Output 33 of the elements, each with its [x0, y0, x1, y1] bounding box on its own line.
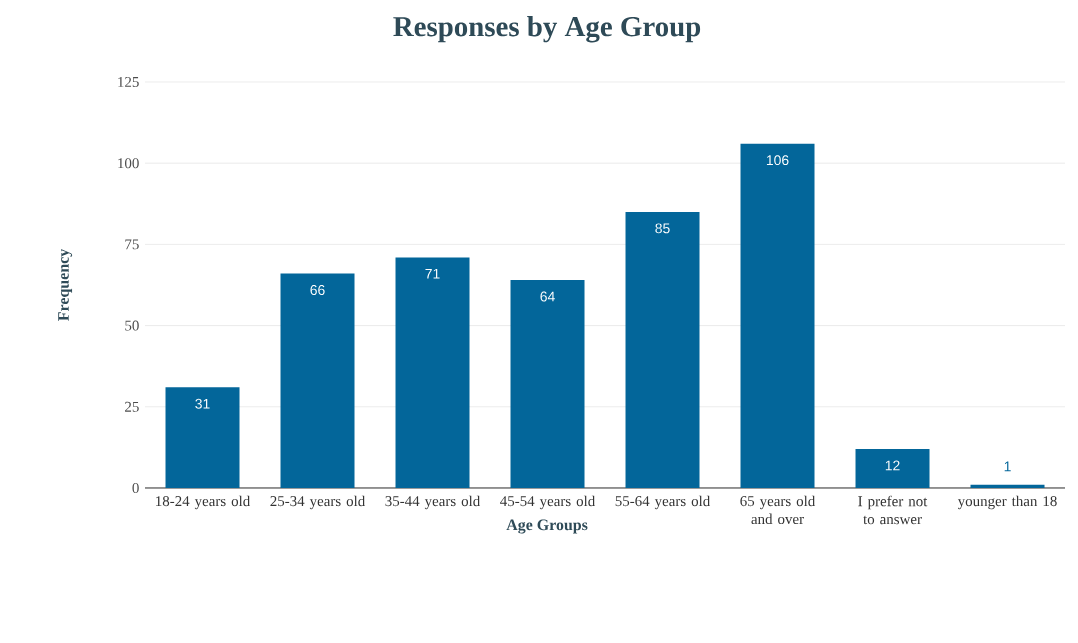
- data-label: 85: [655, 223, 670, 234]
- x-tick-label: 18-24 years old: [156, 495, 251, 510]
- bar: [395, 257, 470, 488]
- data-label: 12: [885, 460, 900, 471]
- bar: [280, 273, 355, 488]
- x-tick-label: 45-54 years old: [500, 495, 596, 510]
- x-tick-label: 25-34 years old: [270, 495, 366, 510]
- chart-title: Responses by Age Group: [393, 16, 701, 43]
- x-tick-label: 65 years old and over: [740, 495, 816, 525]
- y-tick-label: 125: [118, 76, 139, 87]
- y-tick-label: 25: [125, 401, 139, 412]
- data-label: 71: [425, 268, 440, 279]
- y-axis-title: Frequency: [58, 248, 73, 321]
- x-tick-label: younger than 18: [957, 495, 1057, 510]
- y-tick-label: 100: [118, 158, 139, 169]
- data-label: 64: [540, 291, 555, 302]
- bar: [855, 449, 930, 488]
- bar: [165, 387, 240, 488]
- x-tick-label: 55-64 years old: [615, 495, 711, 510]
- x-tick-label: 35-44 years old: [385, 495, 481, 510]
- bar: [625, 211, 700, 488]
- data-label: 31: [195, 398, 210, 409]
- bar: [970, 484, 1045, 488]
- bar: [740, 143, 815, 488]
- y-tick-label: 0: [132, 482, 139, 494]
- data-label: 66: [310, 285, 325, 296]
- y-tick-label: 75: [125, 239, 139, 250]
- bar: [510, 280, 585, 488]
- x-axis-title: Age Groups: [506, 519, 588, 534]
- y-tick-label: 50: [125, 320, 139, 331]
- data-label: 106: [766, 155, 789, 166]
- x-tick-label: I prefer not to answer: [858, 495, 928, 525]
- data-label: 1: [1004, 461, 1011, 472]
